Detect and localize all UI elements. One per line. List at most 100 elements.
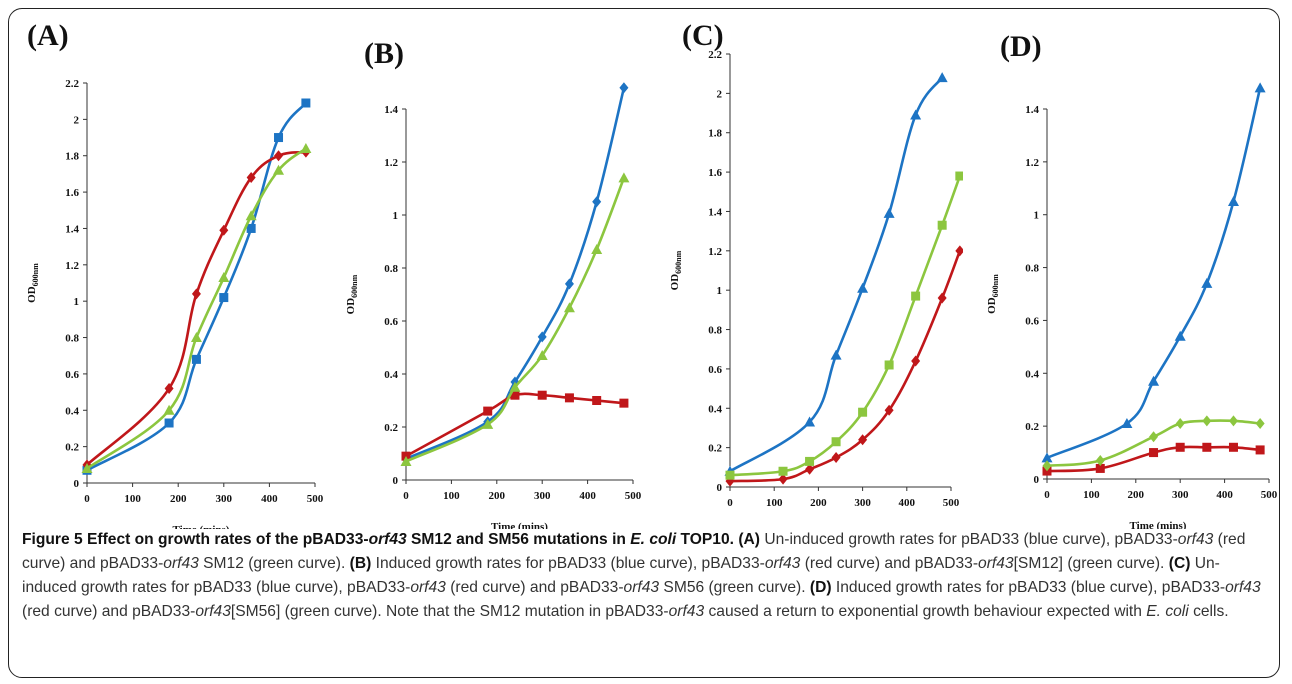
- caption-label-c: (C): [1168, 555, 1191, 572]
- y-tick-label: 1.8: [65, 151, 79, 163]
- data-point-green: [509, 381, 521, 392]
- x-tick-label: 100: [766, 497, 783, 509]
- figure-caption: Figure 5 Effect on growth rates of the p…: [22, 531, 1261, 620]
- x-tick-label: 100: [1083, 489, 1100, 501]
- y-axis-title: OD600nm: [345, 274, 359, 314]
- data-point-red: [1175, 442, 1185, 452]
- data-point-blue: [1227, 196, 1239, 206]
- data-point-red: [1228, 442, 1238, 452]
- data-point-red: [246, 172, 256, 184]
- x-tick-label: 300: [216, 493, 233, 505]
- data-point-blue: [191, 354, 201, 364]
- y-tick-label: 1.2: [708, 246, 722, 258]
- data-point-red: [884, 404, 894, 416]
- y-tick-label: 0.2: [1025, 421, 1039, 433]
- y-tick-label: 0.8: [384, 263, 398, 275]
- x-tick-label: 400: [579, 490, 596, 502]
- y-tick-label: 0.2: [384, 422, 398, 434]
- data-point-blue: [301, 98, 311, 108]
- y-tick-label: 0: [74, 478, 80, 490]
- data-point-green: [1095, 455, 1105, 466]
- data-point-blue: [910, 109, 922, 120]
- x-axis-title: Time (mins): [1130, 520, 1187, 529]
- data-point-green: [955, 171, 963, 181]
- data-point-red: [937, 292, 947, 304]
- y-tick-label: 1.4: [384, 104, 398, 116]
- y-tick-label: 2.2: [708, 49, 722, 61]
- x-tick-label: 500: [1261, 489, 1278, 501]
- data-point-red: [831, 451, 841, 463]
- data-point-red: [592, 396, 602, 405]
- y-tick-label: 0.4: [708, 403, 722, 415]
- data-point-red: [1255, 445, 1265, 455]
- y-tick-label: 0.2: [708, 443, 722, 455]
- data-point-green: [1042, 460, 1052, 472]
- x-tick-label: 0: [403, 490, 409, 502]
- y-tick-label: 0.4: [384, 369, 398, 381]
- data-point-blue: [564, 278, 574, 290]
- data-point-red: [955, 245, 963, 257]
- y-tick-label: 1.8: [708, 128, 722, 140]
- y-tick-label: 0.2: [65, 442, 79, 454]
- data-point-blue: [1174, 330, 1186, 341]
- x-tick-label: 200: [170, 493, 187, 505]
- data-point-green: [778, 466, 788, 476]
- panel-c-chart: (C) 0 0.2 0.4 0.6 0.8 1 1.2 1.4 1.6 1.8 2 2.2 0 100 200…: [669, 19, 963, 529]
- y-tick-label: 0: [1034, 474, 1040, 486]
- data-point-green: [1255, 418, 1265, 429]
- x-tick-label: 400: [1216, 489, 1233, 501]
- y-tick-label: 0: [717, 482, 723, 494]
- x-tick-label: 200: [1128, 489, 1145, 501]
- data-point-blue: [592, 196, 602, 208]
- panel-b-chart: (B) 0 0.2 0.4 0.6 0.8 1 1.2 1.4 0 100 200 300 400 500 T…: [345, 37, 642, 529]
- data-point-green: [858, 407, 868, 417]
- y-tick-label: 0.4: [1025, 368, 1039, 380]
- data-point-blue: [164, 418, 174, 428]
- data-point-green: [911, 291, 921, 301]
- x-tick-label: 200: [489, 490, 506, 502]
- x-tick-label: 500: [943, 497, 960, 509]
- data-point-red: [1202, 442, 1212, 452]
- panel-d-chart: (D) 0 0.2 0.4 0.6 0.8 1 1.2 1.4 0 100 200 300 400 500 T…: [986, 30, 1278, 529]
- data-point-blue: [537, 331, 547, 343]
- data-point-blue: [274, 133, 284, 143]
- y-tick-label: 1.2: [65, 260, 79, 272]
- x-tick-label: 0: [1044, 489, 1050, 501]
- data-point-blue: [936, 72, 948, 83]
- data-point-blue: [1148, 375, 1160, 386]
- data-point-blue: [804, 416, 816, 427]
- y-tick-label: 1.4: [1025, 104, 1039, 116]
- caption-title: Figure 5 Effect on growth rates of the p…: [22, 531, 734, 548]
- data-point-green: [190, 332, 202, 343]
- data-point-red: [564, 393, 574, 403]
- y-tick-label: 0.8: [1025, 263, 1039, 275]
- panel-label-d: (D): [1000, 30, 1042, 63]
- data-point-red: [510, 390, 520, 400]
- panel-label-c: (C): [682, 19, 724, 52]
- y-tick-label: 2: [74, 114, 80, 126]
- data-point-green: [536, 349, 548, 360]
- panel-a-chart: (A) 0 0.2 0.4 0.6 0.8 1 1.2 1.4 1.6 1.8 2 2.2 0 100 200…: [26, 19, 324, 529]
- data-point-red: [911, 355, 921, 367]
- panel-label-b: (B): [364, 37, 404, 70]
- data-point-green: [245, 210, 257, 221]
- data-point-green: [81, 462, 93, 473]
- y-tick-label: 1.4: [65, 223, 79, 235]
- x-tick-label: 500: [625, 490, 642, 502]
- data-point-red: [1149, 448, 1159, 458]
- series-line-green: [729, 175, 962, 477]
- data-point-green: [1202, 415, 1212, 427]
- data-point-blue: [883, 207, 895, 218]
- data-point-blue: [1121, 418, 1133, 428]
- y-tick-label: 1: [74, 296, 80, 308]
- y-tick-label: 0: [393, 475, 399, 487]
- data-point-red: [805, 463, 815, 475]
- x-tick-label: 0: [727, 497, 733, 509]
- x-tick-label: 100: [124, 493, 141, 505]
- series-line-blue: [729, 76, 944, 473]
- data-point-green: [400, 455, 412, 466]
- y-tick-label: 0.4: [65, 405, 79, 417]
- x-tick-label: 400: [899, 497, 916, 509]
- data-point-red: [619, 398, 629, 408]
- data-point-green: [725, 470, 735, 480]
